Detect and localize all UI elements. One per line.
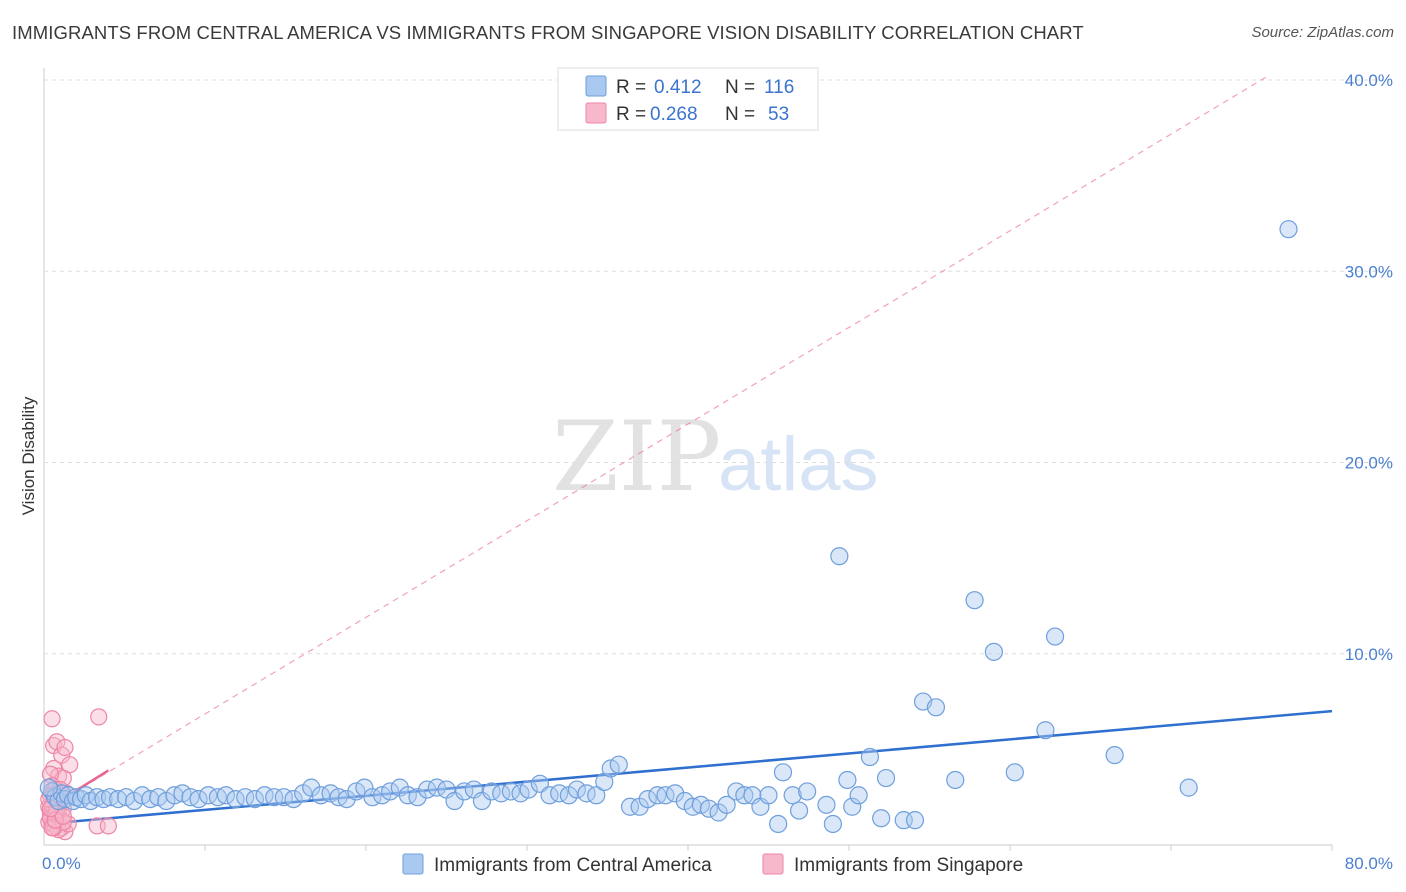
watermark-zip: ZIP xyxy=(552,401,721,513)
point-central-america-99 xyxy=(860,747,880,767)
point-central-america-70 xyxy=(609,755,628,774)
point-central-america-91 xyxy=(789,801,809,820)
point-singapore-4 xyxy=(56,738,74,757)
point-central-america-110 xyxy=(1045,627,1065,646)
point-central-america-73 xyxy=(638,789,657,809)
point-central-america-108 xyxy=(984,642,1004,661)
watermark-atlas: atlas xyxy=(718,422,879,507)
point-central-america-98 xyxy=(849,786,868,805)
legend-swatch-pink xyxy=(585,102,607,124)
trend-line-singapore-extended xyxy=(43,75,1268,812)
point-central-america-88 xyxy=(769,814,788,834)
y-axis-label: Vision Disability xyxy=(19,396,38,515)
point-central-america-96 xyxy=(838,770,857,790)
series-legend-label-pink: Immigrants from Singapore xyxy=(794,855,1023,876)
point-central-america-114 xyxy=(1279,220,1298,239)
point-central-america-12 xyxy=(94,789,113,809)
point-central-america-95 xyxy=(830,547,849,566)
point-singapore-34 xyxy=(61,756,79,774)
point-central-america-94 xyxy=(823,814,843,834)
legend-swatch-blue xyxy=(585,75,607,97)
series-legend: Immigrants from Central America Immigran… xyxy=(402,853,1023,876)
x-ticks xyxy=(204,845,1333,851)
legend-r-label-pink: R = xyxy=(616,104,646,125)
gridlines xyxy=(44,79,1390,655)
point-central-america-115 xyxy=(39,778,58,797)
point-central-america-97 xyxy=(843,797,862,816)
point-central-america-32 xyxy=(265,788,284,807)
point-central-america-105 xyxy=(926,698,946,717)
point-central-america-67 xyxy=(587,786,606,805)
point-central-america-30 xyxy=(245,789,265,809)
point-central-america-40 xyxy=(337,789,356,809)
chart-title: IMMIGRANTS FROM CENTRAL AMERICA VS IMMIG… xyxy=(12,22,1084,43)
point-central-america-109 xyxy=(1005,763,1024,782)
y-tick-label-40: 40.0% xyxy=(1345,71,1393,90)
point-central-america-107 xyxy=(965,591,984,610)
point-central-america-55 xyxy=(472,791,492,811)
point-singapore-50 xyxy=(99,817,118,835)
point-central-america-112 xyxy=(1105,746,1124,765)
point-singapore-0 xyxy=(43,710,61,728)
point-central-america-101 xyxy=(876,768,896,788)
point-central-america-9 xyxy=(76,786,95,805)
series-legend-swatch-blue xyxy=(402,853,424,875)
y-tick-label-10: 10.0% xyxy=(1345,645,1393,664)
point-central-america-52 xyxy=(445,791,464,811)
point-central-america-103 xyxy=(905,811,925,830)
series-central-america-points xyxy=(39,220,1298,834)
point-central-america-93 xyxy=(817,795,836,814)
point-central-america-76 xyxy=(666,784,685,803)
series-legend-swatch-pink xyxy=(762,853,784,875)
x-tick-labels: 0.0% 80.0% xyxy=(42,854,1393,873)
correlation-legend: R = 0.412 N = 116 R = 0.268 N = 53 xyxy=(557,67,819,131)
legend-n-value-pink: 53 xyxy=(768,104,789,125)
legend-r-value-pink: 0.268 xyxy=(650,104,698,125)
series-singapore-points xyxy=(40,708,118,841)
point-central-america-80 xyxy=(699,799,719,818)
point-singapore-48 xyxy=(90,708,108,726)
point-central-america-34 xyxy=(284,789,303,809)
point-central-america-60 xyxy=(519,780,538,799)
trend-line-central-america xyxy=(43,709,1333,826)
legend-n-value-blue: 116 xyxy=(764,77,794,98)
y-tick-label-30: 30.0% xyxy=(1345,262,1393,281)
point-central-america-11 xyxy=(88,788,107,807)
point-central-america-90 xyxy=(783,786,802,805)
point-central-america-24 xyxy=(189,789,208,809)
point-central-america-45 xyxy=(381,782,400,801)
point-central-america-48 xyxy=(408,788,427,807)
legend-r-value-blue: 0.412 xyxy=(654,77,702,98)
x-tick-label-min: 0.0% xyxy=(42,854,81,873)
point-central-america-111 xyxy=(1036,721,1055,740)
y-tick-label-20: 20.0% xyxy=(1345,454,1393,473)
point-central-america-87 xyxy=(759,786,778,805)
point-central-america-113 xyxy=(1179,778,1198,797)
point-central-america-27 xyxy=(216,786,236,805)
point-central-america-89 xyxy=(773,763,793,782)
y-tick-labels: 10.0% 20.0% 30.0% 40.0% xyxy=(1345,71,1393,664)
point-central-america-65 xyxy=(567,780,587,799)
source-label: Source: ZipAtlas.com xyxy=(1251,24,1394,41)
legend-n-label-blue: N = xyxy=(725,77,755,98)
point-central-america-36 xyxy=(302,778,321,797)
point-central-america-71 xyxy=(620,797,640,816)
legend-n-label-pink: N = xyxy=(725,104,755,125)
x-tick-label-max: 80.0% xyxy=(1345,854,1393,873)
series-legend-label-blue: Immigrants from Central America xyxy=(434,855,712,876)
point-central-america-82 xyxy=(717,795,736,814)
point-central-america-100 xyxy=(872,809,891,828)
point-central-america-106 xyxy=(946,770,965,790)
point-central-america-92 xyxy=(798,782,817,801)
legend-r-label-blue: R = xyxy=(616,77,646,98)
